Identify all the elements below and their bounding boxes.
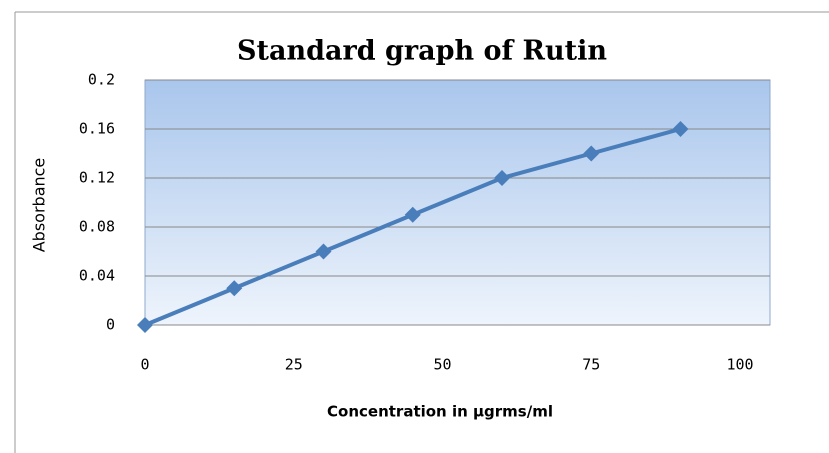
data-point: [672, 121, 689, 137]
y-tick-label: 0.12: [79, 169, 115, 187]
y-tick-label: 0.04: [79, 267, 115, 285]
x-tick-label: 0: [140, 356, 149, 374]
x-tick-label: 75: [582, 356, 600, 374]
y-tick-label: 0.08: [79, 218, 115, 236]
data-point: [494, 170, 510, 186]
data-point: [583, 145, 600, 162]
plot-area: [144, 79, 771, 326]
data-point: [404, 206, 421, 223]
y-axis-label: Absorbance: [30, 158, 49, 253]
x-tick-label: 50: [433, 356, 451, 374]
data-point: [315, 243, 332, 260]
data-point: [137, 317, 153, 333]
x-tick-label: 25: [285, 356, 303, 374]
x-tick-label: 100: [726, 356, 753, 374]
y-tick-label: 0.2: [88, 71, 115, 89]
y-tick-label: 0.16: [79, 120, 115, 138]
y-tick-label: 0: [106, 316, 115, 334]
data-point: [226, 280, 243, 297]
chart-title: Standard graph of Rutin: [237, 36, 607, 67]
x-axis-label: Concentration in µgrms/ml: [327, 403, 553, 421]
